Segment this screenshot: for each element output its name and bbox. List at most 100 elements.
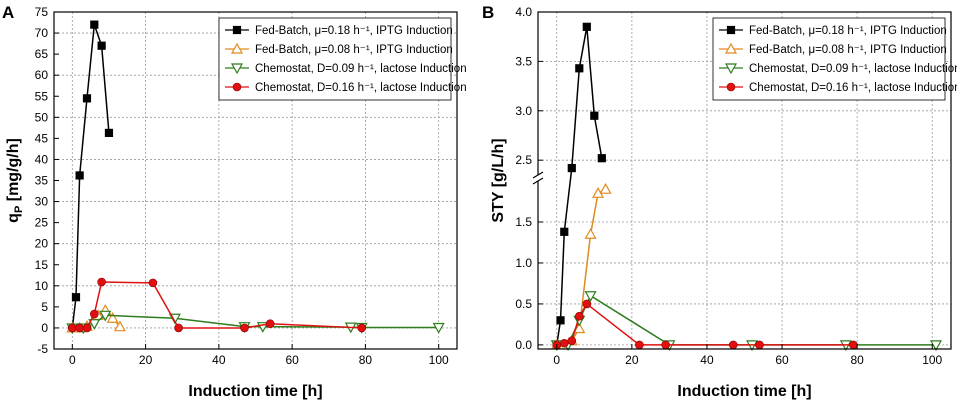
panel-b-x-tick-label: 60: [775, 353, 789, 367]
panel-b-series-3-point-2: [567, 336, 577, 346]
panel-b-series-1-point-3: [573, 322, 586, 334]
panel-b-x-tick-label: 40: [700, 353, 714, 367]
panel-a-y-tick-label: 30: [35, 195, 49, 209]
panel-b-x-tick-label: 20: [625, 353, 639, 367]
panel-a: A 0 20 40 60 80 100 -5 0 5 10 15 20 25 30 35 40 45 50 55 60…: [2, 3, 467, 400]
panel-b-y-tick-label: 4.0: [515, 5, 532, 19]
panel-a-series: [66, 20, 445, 335]
panel-a-series-1-point-5: [106, 312, 119, 323]
panel-b-series-0-point-5: [582, 22, 591, 31]
panel-b-break-gap: [534, 175, 542, 181]
panel-b-series-3-point-4: [582, 299, 592, 309]
panel-b-series-2-point-7: [929, 340, 943, 352]
panel-a-y-tick-label: 60: [35, 68, 49, 82]
panel-a-series-3-point-9: [357, 323, 367, 333]
panel-b-series-0-point-3: [567, 163, 576, 173]
panel-a-series-1-point-6: [113, 320, 126, 332]
panel-a-x-tick-label: 40: [212, 353, 226, 367]
panel-b-series-1-point-6: [599, 182, 612, 194]
panel-b-series-1-point-4: [584, 228, 597, 239]
panel-a-y-tick-label: 70: [35, 26, 49, 40]
panel-a-legend-label-1: Fed-Batch, μ=0.08 h⁻¹, IPTG Induction: [255, 44, 453, 56]
panel-b-series-3-point-7: [728, 340, 738, 350]
panel-a-y-tick-label: 35: [35, 174, 49, 188]
panel-b-series-3-point-8: [755, 340, 764, 350]
panel-b-legend-marker-3: [726, 82, 736, 92]
panel-a-y-tick-label: -5: [37, 342, 48, 356]
panel-a-y-tick-label: 45: [35, 131, 49, 145]
panel-b-series-0-point-1: [556, 316, 565, 325]
panel-b-series-3-point-1: [559, 338, 569, 348]
panel-b-y-tick-label: 1.5: [515, 215, 532, 229]
panel-a-series-3-point-7: [240, 323, 249, 333]
panel-a-x-tick-label: 20: [139, 353, 153, 367]
panel-a-x-tick-label: 0: [69, 353, 76, 367]
panel-b-x-axis-title: Induction time [h]: [677, 383, 811, 400]
panel-b-series-2-point-3: [584, 291, 597, 302]
panel-a-series-0-point-6: [104, 128, 114, 137]
panel-b-x-tick-label: 100: [922, 353, 942, 367]
panel-b-series-3-point-5: [635, 340, 644, 350]
panel-a-x-axis-title: Induction time [h]: [188, 383, 322, 400]
panel-a-y-tick-label: 15: [35, 258, 49, 272]
panel-a-y-axis-title: qP [mg/g/h]: [5, 138, 25, 223]
panel-b-series-0-point-2: [560, 227, 569, 236]
panel-a-legend-marker-2: [230, 63, 244, 75]
panel-a-series-3-point-5: [148, 278, 158, 288]
panel-a-series-3-point-2: [82, 323, 92, 333]
panel-b-y-tick-label: 3.0: [515, 104, 532, 118]
panel-a-series-0-point-2: [75, 171, 84, 180]
panel-b-legend-label-3: Chemostat, D=0.16 h⁻¹, lactose Induction: [749, 82, 957, 94]
panel-b-legend-label-0: Fed-Batch, μ=0.18 h⁻¹, IPTG Induction: [749, 25, 947, 37]
panel-a-series-3-point-1: [75, 323, 84, 333]
panel-b-x-tick-label: 80: [850, 353, 864, 367]
panel-b-legend: Fed-Batch, μ=0.18 h⁻¹, IPTG Induction Fed…: [712, 17, 957, 101]
panel-a-legend: Fed-Batch, μ=0.18 h⁻¹, IPTG Induction Fed…: [218, 17, 467, 101]
panel-b-break-slash: [532, 177, 544, 185]
panel-a-series-3-point-6: [174, 323, 183, 333]
panel-b-legend-marker-2: [724, 63, 738, 75]
panel-b-series: [550, 22, 943, 352]
panel-a-series-3-point-4: [97, 277, 106, 287]
panel-b-y-tick-label: 0.5: [515, 297, 532, 311]
panel-b-series-3-point-3: [574, 311, 584, 321]
panel-a-x-tick-label: 100: [429, 353, 449, 367]
panel-a-legend-label-3: Chemostat, D=0.16 h⁻¹, lactose Induction: [255, 82, 467, 94]
panel-a-y-tick-label: 75: [35, 5, 49, 19]
panel-b-series-line-0: [556, 26, 603, 346]
panel-a-series-2-point-3: [99, 310, 112, 322]
panel-b-legend-label-1: Fed-Batch, μ=0.08 h⁻¹, IPTG Induction: [749, 44, 947, 56]
panel-a-y-tick-label: 65: [35, 47, 49, 61]
panel-a-series-0-point-1: [71, 293, 81, 302]
panel-b-legend-marker-0: [726, 25, 736, 35]
panel-a-series-3-point-0: [68, 323, 77, 333]
panel-a-series-2-point-2: [88, 319, 101, 330]
panel-a-letter: A: [2, 3, 14, 22]
panel-b-legend-box: [712, 17, 946, 101]
panel-b-series-3-point-6: [661, 340, 670, 350]
panel-b-y-tick-label: 2.5: [515, 153, 532, 167]
panel-b-legend-marker-1: [724, 42, 738, 54]
panel-b-series-0-point-6: [590, 111, 599, 120]
panel-a-series-3-point-3: [90, 309, 99, 319]
panel-a-y-tick-label: 0: [41, 321, 48, 335]
panel-a-y-tick-label: 50: [35, 110, 49, 124]
panel-b-y-axis-title: STY [g/L/h]: [490, 138, 507, 222]
panel-a-x-tick-label: 80: [359, 353, 373, 367]
panel-a-series-0-point-4: [90, 20, 99, 29]
panel-a-y-tick-label: 25: [35, 216, 49, 230]
panel-b-ticks: 0 20 40 60 80 100 0.0 0.5 1.0 1.5 2.5 3.0 3.5 4.0: [515, 5, 942, 367]
panel-a-legend-label-2: Chemostat, D=0.09 h⁻¹, lactose Induction: [255, 63, 467, 75]
panel-a-legend-label-0: Fed-Batch, μ=0.18 h⁻¹, IPTG Induction: [255, 25, 453, 37]
panel-a-y-tick-label: 55: [35, 89, 49, 103]
panel-b-y-tick-label: 0.0: [515, 338, 532, 352]
panel-b-legend-label-2: Chemostat, D=0.09 h⁻¹, lactose Induction: [749, 63, 957, 75]
panel-a-y-tick-label: 40: [35, 152, 49, 166]
panel-a-y-tick-label: 10: [35, 279, 49, 293]
panel-a-y-tick-label: 5: [41, 300, 48, 314]
panel-b-letter: B: [482, 3, 494, 22]
panel-a-y-axis-sub: P: [13, 206, 25, 213]
panel-b-y-tick-label: 1.0: [515, 256, 532, 270]
panel-b-series-line-3: [556, 302, 854, 346]
